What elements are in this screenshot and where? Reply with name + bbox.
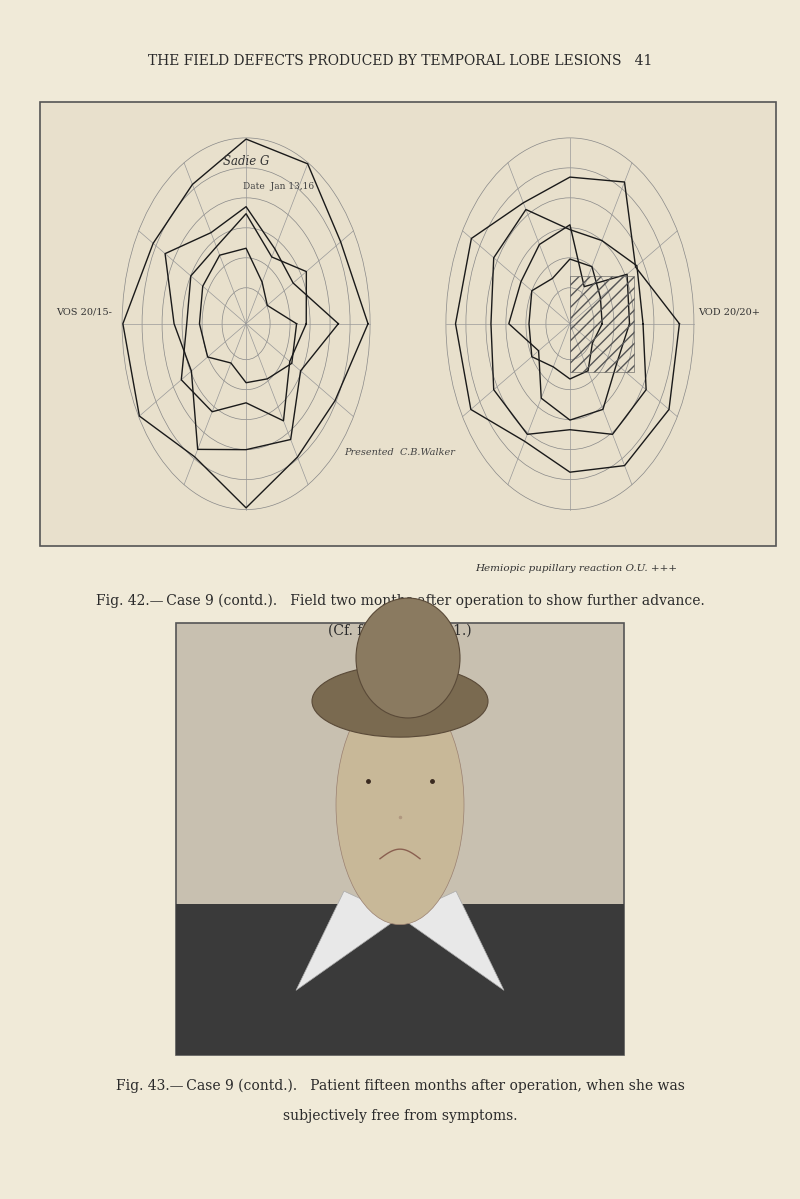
Text: Hemiopic pupillary reaction O.U. +++: Hemiopic pupillary reaction O.U. +++ <box>475 564 677 573</box>
Text: THE FIELD DEFECTS PRODUCED BY TEMPORAL LOBE LESIONS   41: THE FIELD DEFECTS PRODUCED BY TEMPORAL L… <box>148 54 652 68</box>
Bar <box>570 276 634 372</box>
Text: subjectively free from symptoms.: subjectively free from symptoms. <box>282 1109 518 1123</box>
Bar <box>176 904 624 1055</box>
Polygon shape <box>296 891 400 990</box>
Ellipse shape <box>356 598 460 718</box>
Text: Presented  C.B.Walker: Presented C.B.Walker <box>345 448 455 457</box>
Bar <box>40 102 776 546</box>
Text: VOS 20/15-: VOS 20/15- <box>56 307 112 317</box>
Bar <box>176 623 624 1055</box>
Ellipse shape <box>336 685 464 924</box>
Polygon shape <box>400 891 504 990</box>
Text: VOD 20/20+: VOD 20/20+ <box>698 307 760 317</box>
Text: Date  Jan 13,16: Date Jan 13,16 <box>242 182 314 191</box>
Text: (Cf. figs. 38 and 41.): (Cf. figs. 38 and 41.) <box>328 623 472 638</box>
Ellipse shape <box>312 665 488 737</box>
Text: Sadie G: Sadie G <box>223 155 270 168</box>
Text: Fig. 42.— Case 9 (contd.).   Field two months after operation to show further ad: Fig. 42.— Case 9 (contd.). Field two mon… <box>96 594 704 608</box>
Text: Fig. 43.— Case 9 (contd.).   Patient fifteen months after operation, when she wa: Fig. 43.— Case 9 (contd.). Patient fifte… <box>115 1079 685 1093</box>
